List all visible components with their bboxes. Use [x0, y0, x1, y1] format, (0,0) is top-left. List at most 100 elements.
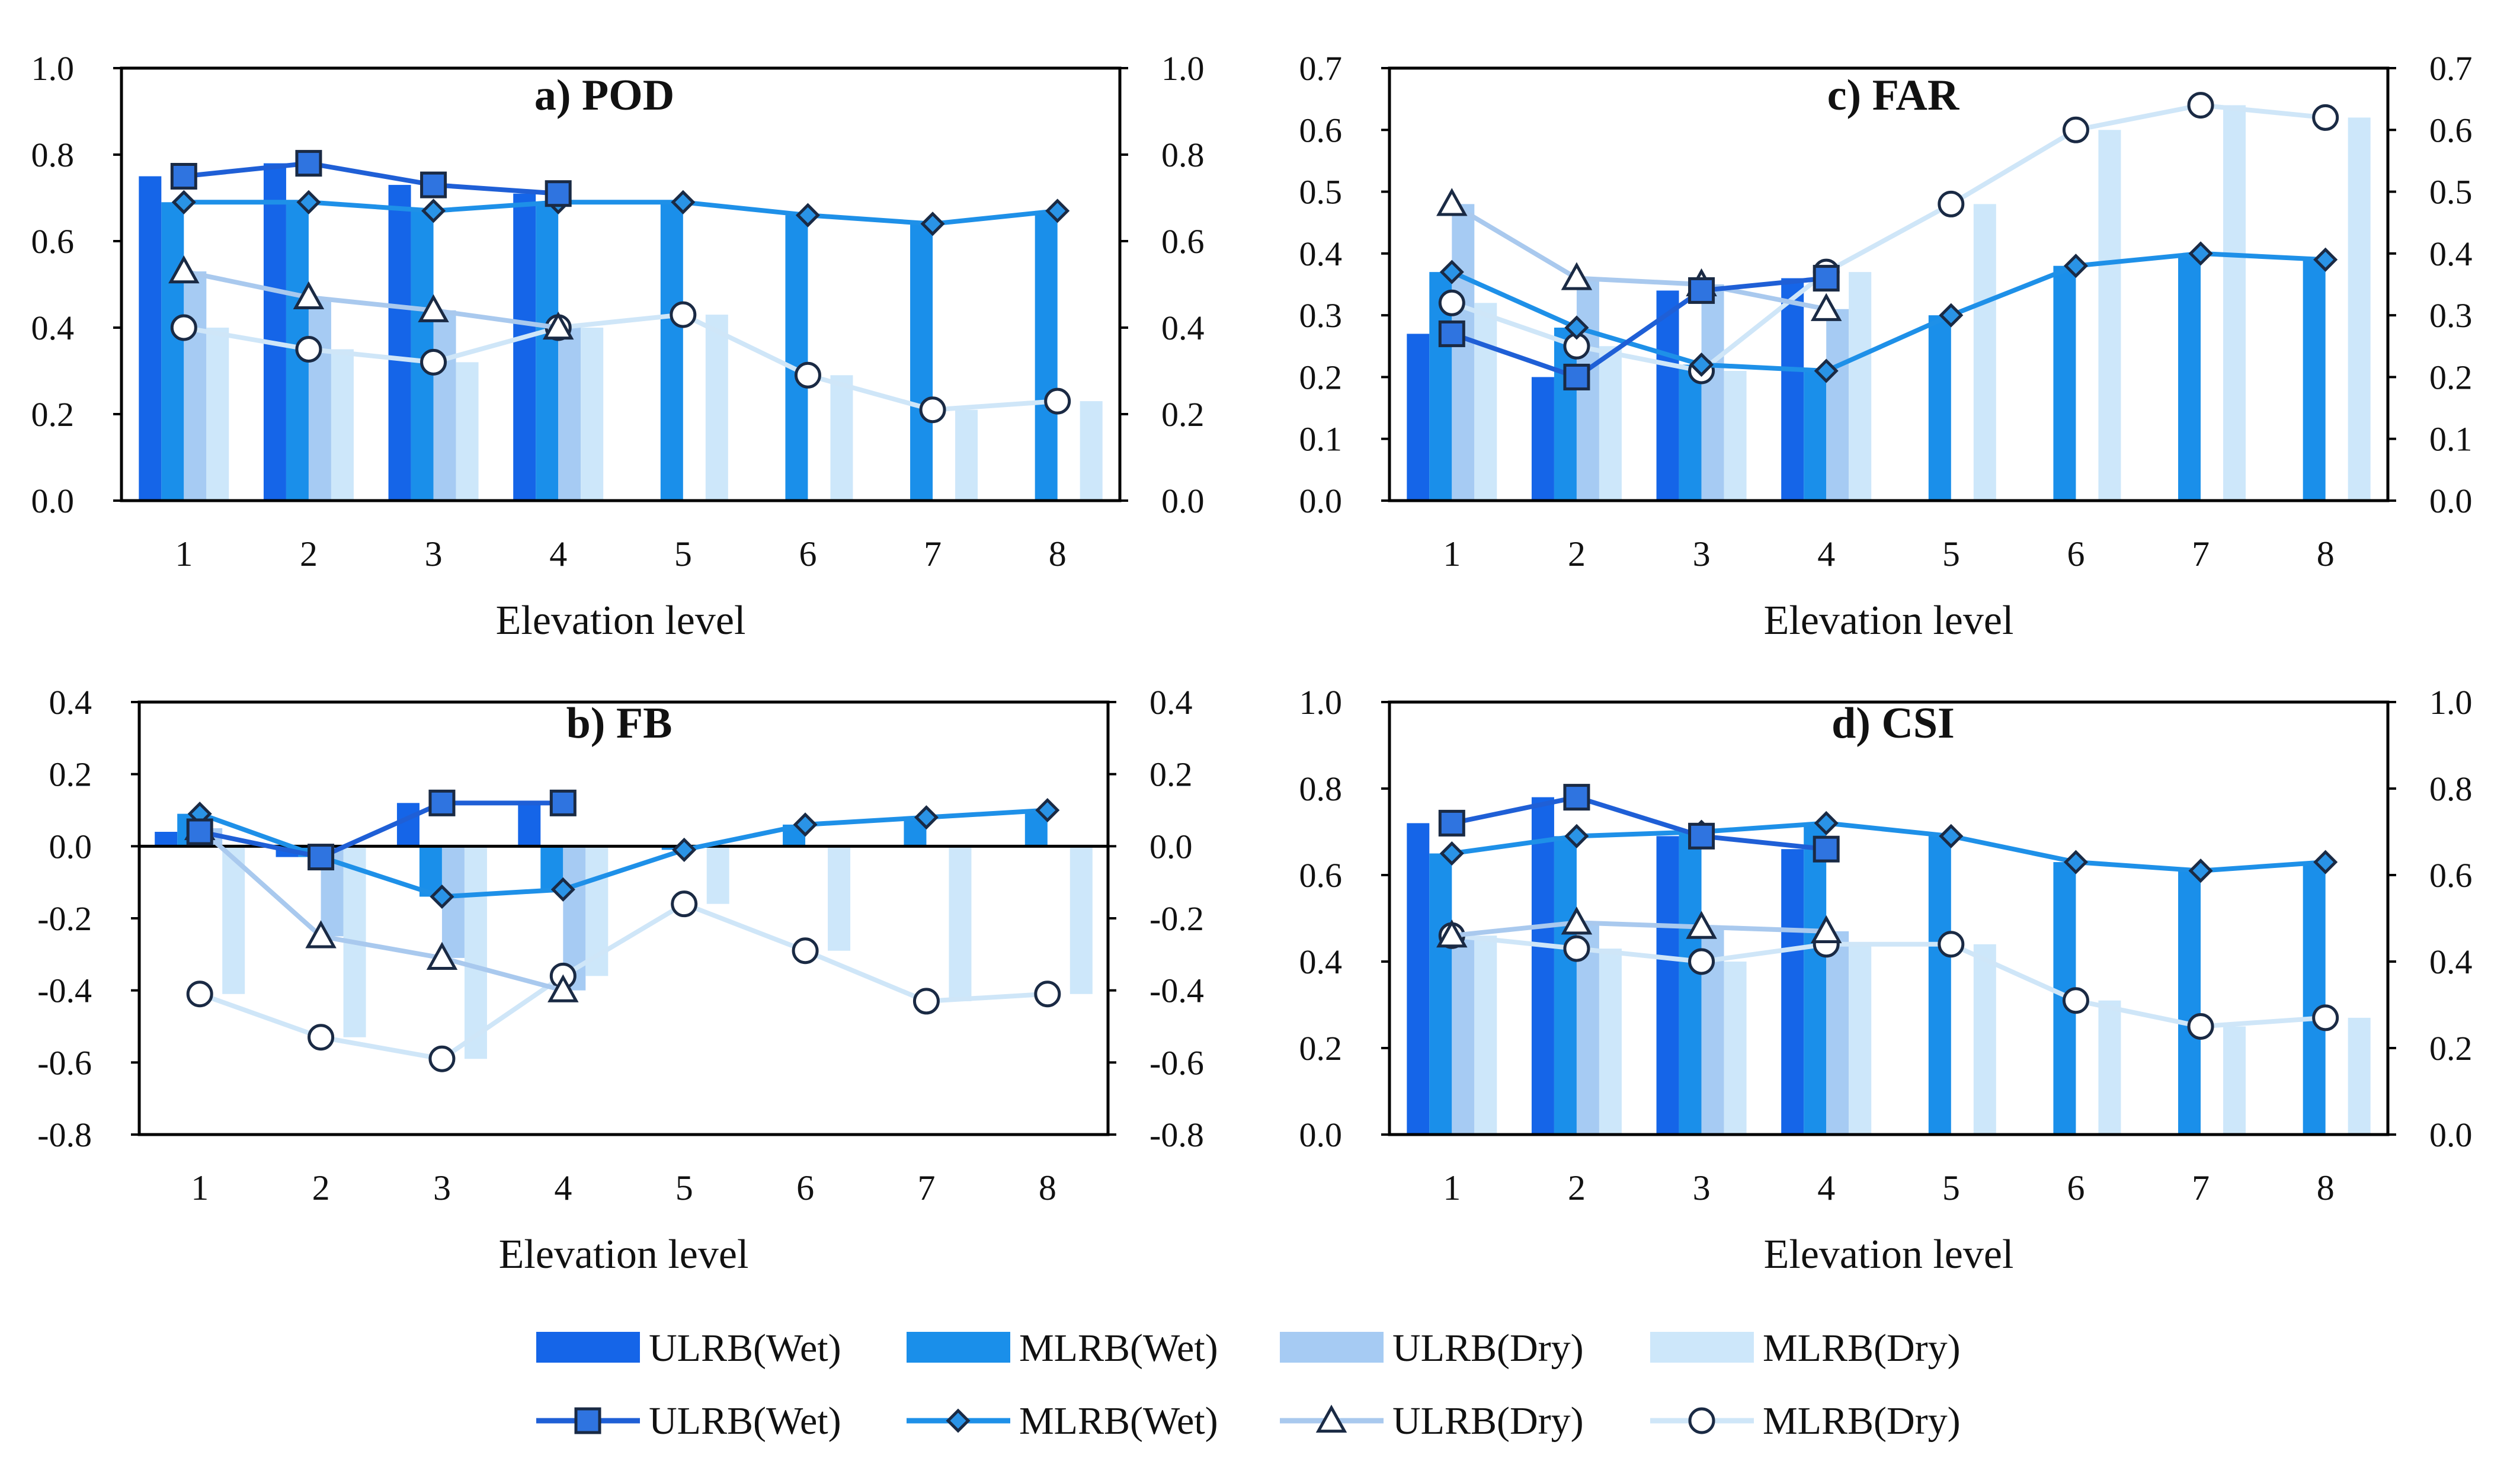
ytick-label-right: 0.4: [2429, 235, 2473, 273]
xtick-label: 8: [1039, 1168, 1056, 1207]
ytick-label-right: 0.0: [2429, 482, 2473, 520]
legend-marker-1: [574, 1407, 601, 1434]
legend-bar-label-3: ULRB(Dry): [1392, 1327, 1584, 1370]
ytick-label-left: 0.2: [49, 755, 92, 794]
ytick-label-left: 0.2: [1299, 358, 1343, 396]
point-far-s1-7: [2188, 241, 2213, 266]
point-csi-s2-3: [1686, 911, 1717, 939]
point-fb-s2-3: [426, 941, 458, 970]
bar-csi-s0-c2: [1531, 797, 1554, 1135]
xtick-label: 6: [796, 1168, 814, 1207]
series-line-far-s3: [1451, 102, 2326, 373]
bar-far-s0-c2: [1531, 377, 1554, 501]
point-fb-s3-8: [1034, 981, 1061, 1008]
point-csi-s1-1: [1439, 841, 1464, 866]
ytick-label-right: 0.7: [2429, 49, 2473, 88]
point-pod-s1-1: [171, 190, 196, 214]
bar-far-s0-c3: [1656, 290, 1679, 501]
bar-csi-s1-c4: [1804, 823, 1827, 1135]
chart-csi: 0.0 0.0 0.2 0.2 0.4 0.4 0.6 0.6 0.8 0.8 1.0 1.0 1 2 3 4…: [1299, 683, 2473, 1277]
point-csi-s0-4: [1813, 835, 1840, 863]
bar-csi-s1-c3: [1679, 832, 1702, 1135]
point-far-s2-1: [1436, 188, 1468, 216]
xtick-label: 6: [2067, 1168, 2084, 1207]
series-line-csi-s2: [1451, 920, 1827, 938]
bar-far-s3-c6: [2098, 130, 2121, 501]
bar-csi-s1-c7: [2178, 870, 2201, 1135]
point-far-s2-4: [1810, 293, 1842, 321]
ytick-label-left: 0.4: [49, 683, 92, 722]
point-csi-s1-8: [2313, 850, 2338, 874]
xtick-label: 2: [312, 1168, 330, 1207]
x-axis-label-csi: Elevation level: [1764, 1232, 2014, 1277]
point-csi-s2-4: [1810, 915, 1842, 943]
ytick-label-right: 0.5: [2429, 173, 2473, 212]
point-csi-s3-6: [2062, 987, 2089, 1014]
bar-pod-s3-c3: [456, 362, 479, 501]
legend-line-label-2: MLRB(Wet): [1019, 1399, 1218, 1443]
ytick-label-left: 0.6: [31, 222, 75, 261]
ytick-label-right: 0.2: [2429, 1029, 2473, 1068]
xtick-label: 4: [1817, 1168, 1835, 1207]
point-pod-s1-6: [795, 203, 820, 228]
bar-pod-s3-c6: [830, 375, 853, 501]
point-fb-s1-5: [672, 837, 697, 862]
legend-bar-swatch-3: [1280, 1332, 1384, 1363]
point-fb-s0-2: [308, 844, 335, 871]
point-pod-s2-1: [168, 255, 200, 284]
ytick-label-left: 0.6: [1299, 111, 1343, 149]
xtick-label: 4: [554, 1168, 572, 1207]
bar-fb-s3-c8: [1070, 846, 1093, 994]
point-fb-s0-3: [428, 789, 456, 816]
bar-csi-s3-c5: [1973, 944, 1996, 1135]
bar-pod-s0-c1: [139, 176, 162, 501]
plot-frame-pod: [120, 66, 1122, 502]
bar-far-s3-c5: [1973, 204, 1996, 501]
bar-csi-s3-c6: [2098, 1000, 2121, 1135]
bar-far-s2-c1: [1452, 204, 1475, 501]
bar-pod-s2-c1: [184, 271, 207, 501]
ytick-label-left: 0.6: [1299, 856, 1343, 895]
point-far-s2-2: [1561, 262, 1593, 290]
bar-pod-s2-c3: [433, 310, 456, 501]
legend-bar-label-4: MLRB(Dry): [1763, 1327, 1961, 1370]
legend: ULRB(Wet) MLRB(Wet) ULRB(Dry) MLRB(Dry) ULRB…: [536, 1327, 1961, 1443]
bar-csi-s2-c1: [1452, 935, 1475, 1135]
chart-title-csi: d) CSI: [1831, 699, 1955, 748]
point-far-s1-6: [2063, 254, 2088, 278]
point-csi-s3-8: [2312, 1004, 2339, 1031]
point-csi-s3-2: [1563, 935, 1590, 962]
ytick-label-right: 0.1: [2429, 420, 2473, 459]
bar-fb-s3-c6: [828, 846, 851, 951]
point-pod-s0-3: [420, 171, 447, 198]
bars-far: [1407, 105, 2371, 501]
point-pod-s0-4: [545, 180, 572, 207]
series-line-fb-s3: [198, 901, 1048, 1062]
ytick-label-right: 0.6: [1161, 222, 1205, 261]
bar-csi-s1-c5: [1928, 836, 1951, 1135]
xtick-label: 3: [1693, 534, 1711, 573]
plot-frame-far: [1388, 66, 2390, 502]
point-fb-s1-4: [550, 877, 575, 902]
ytick-label-left: 0.0: [49, 827, 92, 866]
point-pod-s1-2: [296, 190, 321, 214]
bar-fb-s1-c5: [661, 846, 684, 850]
xtick-label: 7: [917, 1168, 935, 1207]
series-line-far-s0: [1451, 275, 1827, 380]
bars-fb: [155, 803, 1093, 1059]
bar-csi-s1-c1: [1429, 853, 1452, 1135]
point-pod-s1-7: [920, 212, 945, 236]
ytick-label-left: 0.0: [31, 482, 75, 520]
point-pod-s3-7: [919, 396, 946, 424]
bar-csi-s2-c4: [1826, 931, 1849, 1135]
point-pod-s3-1: [170, 314, 197, 341]
point-fb-s0-4: [549, 789, 577, 816]
bar-far-s2-c4: [1826, 309, 1849, 501]
chart-title-fb: b) FB: [566, 699, 673, 748]
point-fb-s3-6: [792, 937, 819, 965]
bar-far-s1-c6: [2053, 265, 2076, 501]
point-fb-s3-2: [308, 1024, 335, 1051]
ytick-label-right: 0.4: [1149, 683, 1193, 722]
bar-csi-s0-c4: [1781, 849, 1804, 1135]
ytick-label-left: 1.0: [1299, 683, 1343, 722]
